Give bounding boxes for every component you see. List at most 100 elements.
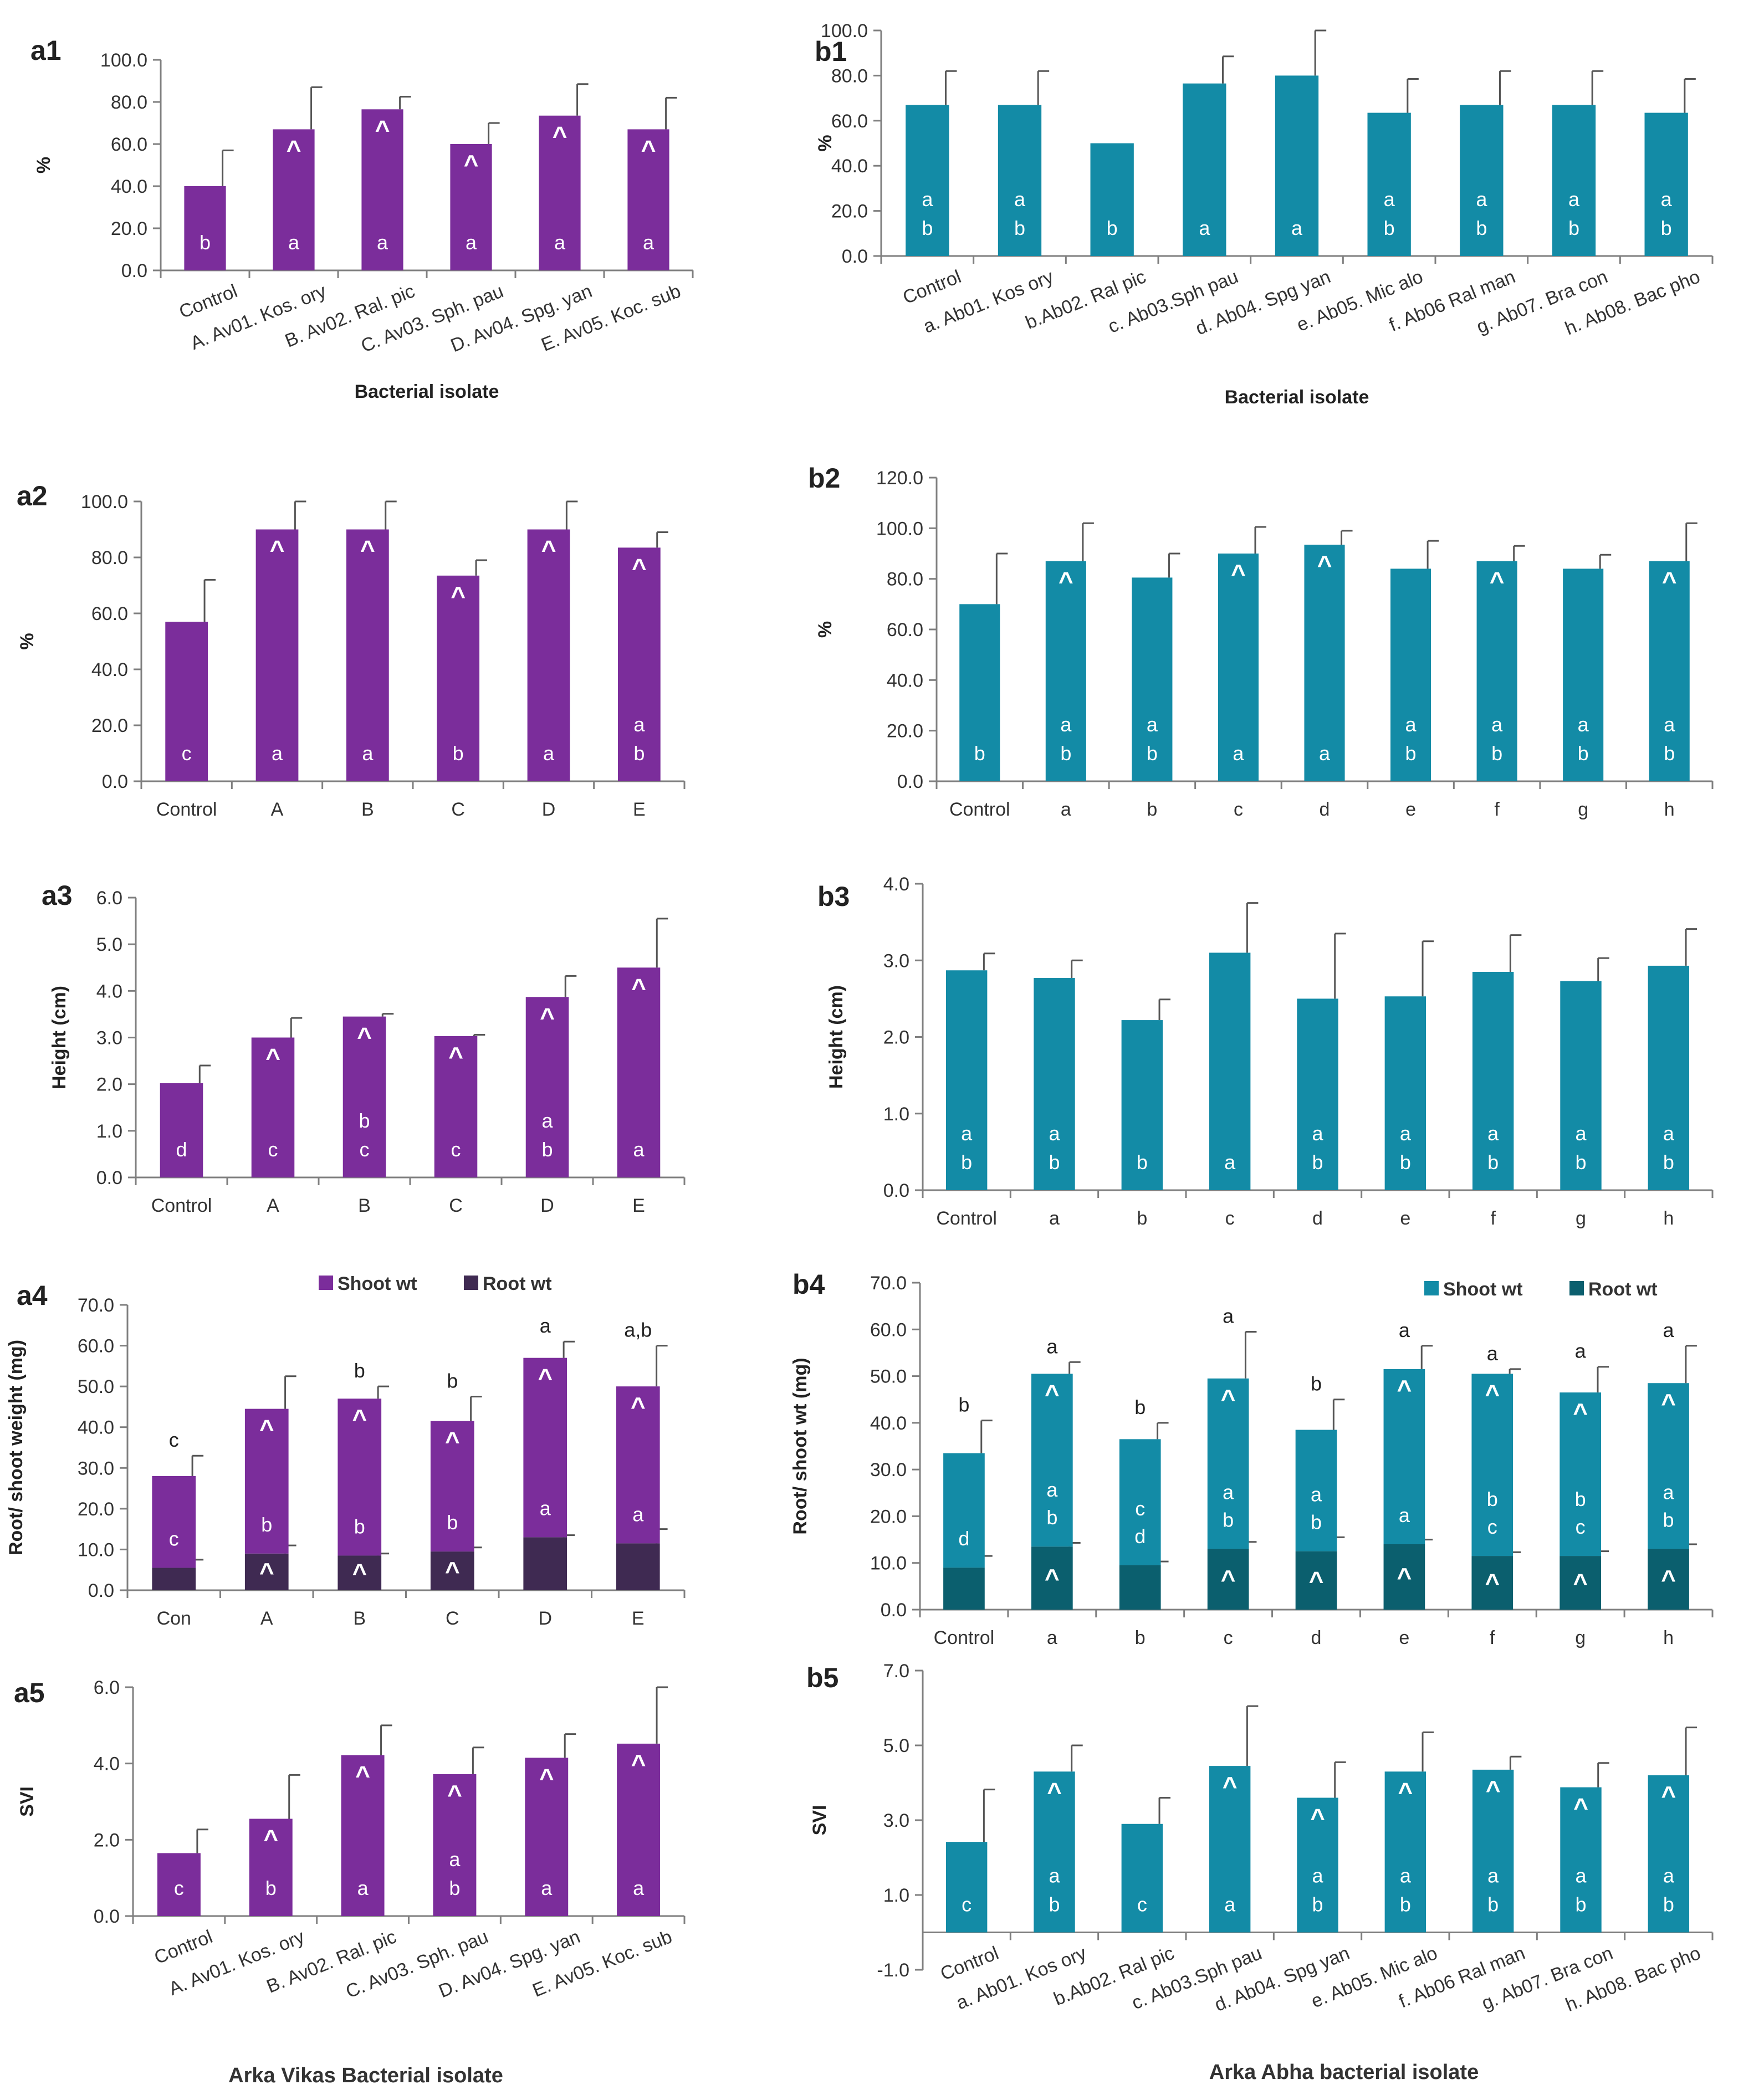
group-letter-a2: a: [543, 742, 555, 765]
bar-b5: [1034, 1771, 1075, 1933]
x-tick-label-b1: Control: [900, 266, 964, 308]
top-letter-b4: a: [1046, 1335, 1058, 1358]
group-letter-b1: a: [1199, 217, 1210, 239]
x-tick-label-b4: Control: [934, 1627, 995, 1648]
group-letter-b2: b: [1578, 742, 1589, 765]
group-letter-b3: a: [1312, 1122, 1323, 1145]
y-tick-label-b4: 0.0: [881, 1600, 907, 1621]
x-tick-label-a1: Control: [176, 280, 241, 322]
bar-b4-teal: [943, 1453, 985, 1568]
y-tick-label-a2: 60.0: [91, 603, 128, 624]
bar-b4-dark_teal: [1383, 1544, 1425, 1610]
group-letter-b4: a: [1663, 1481, 1675, 1503]
top-letter-b4: b: [1311, 1372, 1322, 1395]
y-axis-label-a5: SVI: [17, 1786, 38, 1817]
y-tick-label-a1: 60.0: [111, 134, 147, 155]
group-letter-b1: a: [1568, 188, 1580, 211]
group-letter-a4: b: [261, 1513, 272, 1536]
bar-a4-purple: [244, 1408, 289, 1554]
y-tick-label-a4: 10.0: [78, 1539, 114, 1560]
group-letter-b3: a: [1049, 1122, 1060, 1145]
bar-a2: [617, 547, 661, 781]
x-tick-label-b2: f: [1494, 799, 1500, 820]
bar-b1: [1644, 112, 1688, 256]
group-letter-b5: a: [1049, 1865, 1060, 1887]
y-tick-label-a4: 40.0: [78, 1417, 114, 1438]
top-letter-a4: b: [354, 1359, 365, 1382]
bar-b2: [1476, 561, 1517, 781]
panel-label-a3: a3: [42, 880, 73, 911]
bar-a4-purple: [616, 1386, 660, 1544]
group-letter-b4: b: [1046, 1506, 1057, 1529]
significance-caret-b5: ^: [1398, 1777, 1413, 1806]
bar-b1: [1367, 112, 1411, 256]
group-letter-a2: a: [633, 713, 645, 736]
top-letter-b4: a: [1663, 1319, 1675, 1341]
bar-a4-purple: [338, 1399, 382, 1556]
bar-b2: [959, 604, 1000, 781]
y-tick-label-b1: 60.0: [831, 111, 868, 132]
significance-caret-b2: ^: [1490, 567, 1505, 596]
group-letter-a3: c: [360, 1138, 370, 1161]
group-letter-b1: a: [1291, 217, 1303, 239]
bar-b5: [1472, 1769, 1514, 1933]
y-tick-label-b4: 20.0: [870, 1506, 907, 1527]
group-letter-b4: c: [1487, 1515, 1497, 1538]
right-bottom-title: Arka Abha bacterial isolate: [1209, 2061, 1479, 2084]
y-tick-label-a1: 20.0: [111, 218, 147, 239]
significance-caret-b4: ^: [1485, 1569, 1500, 1597]
x-tick-label-a4: E: [632, 1608, 645, 1629]
x-tick-label-a5: Control: [151, 1926, 216, 1968]
group-letter-a2: b: [453, 742, 464, 765]
y-tick-label-b1: 20.0: [831, 201, 868, 222]
group-letter-b2: a: [1664, 713, 1675, 736]
x-tick-label-b4: d: [1311, 1627, 1322, 1648]
group-letter-b3: a: [961, 1122, 973, 1145]
group-letter-b3: a: [1575, 1122, 1587, 1145]
bar-b1: [1552, 105, 1596, 256]
bar-b4-teal: [1471, 1374, 1514, 1556]
significance-caret-a5: ^: [355, 1761, 370, 1790]
bar-b5: [1209, 1766, 1251, 1933]
significance-caret-b2: ^: [1662, 567, 1677, 596]
y-tick-label-a5: 2.0: [94, 1830, 120, 1851]
bar-a3: [160, 1083, 203, 1177]
y-tick-label-a4: 70.0: [78, 1295, 114, 1316]
group-letter-b3: b: [1575, 1151, 1586, 1174]
group-letter-a1: a: [643, 231, 655, 254]
bar-b4-dark_teal: [1031, 1546, 1073, 1610]
y-tick-label-b5: 7.0: [883, 1661, 909, 1682]
group-letter-b5: b: [1312, 1893, 1323, 1916]
significance-caret-a2: ^: [632, 553, 647, 582]
group-letter-b3: a: [1663, 1122, 1675, 1145]
significance-caret-a2: ^: [270, 535, 285, 564]
bar-b3: [1648, 965, 1690, 1190]
y-tick-label-b5: 1.0: [883, 1885, 909, 1906]
x-tick-label-b2: d: [1320, 799, 1330, 820]
group-letter-b4: c: [1576, 1515, 1586, 1538]
significance-caret-b4: ^: [1397, 1375, 1412, 1404]
significance-caret-a1: ^: [464, 150, 479, 178]
group-letter-b3: b: [1137, 1151, 1148, 1174]
group-letter-b5: a: [1312, 1865, 1323, 1887]
significance-caret-b5: ^: [1573, 1793, 1588, 1822]
group-letter-a5: b: [449, 1877, 460, 1899]
group-letter-b2: a: [1405, 713, 1417, 736]
significance-caret-b4: ^: [1661, 1565, 1676, 1594]
group-letter-b4: d: [958, 1527, 969, 1550]
group-letter-b2: a: [1319, 742, 1331, 765]
group-letter-a3: b: [359, 1109, 370, 1132]
bar-a5: [525, 1758, 569, 1916]
significance-caret-a2: ^: [360, 535, 375, 564]
group-letter-b2: b: [1491, 742, 1502, 765]
y-tick-label-a4: 20.0: [78, 1499, 114, 1520]
bar-a4-dark_purple: [523, 1537, 567, 1590]
y-axis-label-a3: Height (cm): [49, 986, 70, 1089]
group-letter-a4: c: [169, 1528, 179, 1550]
bar-b5: [1560, 1787, 1602, 1933]
group-letter-a5: b: [265, 1877, 277, 1899]
group-letter-b4: d: [1134, 1525, 1146, 1548]
y-tick-label-a3: 5.0: [96, 934, 122, 955]
y-tick-label-a3: 2.0: [96, 1074, 122, 1095]
